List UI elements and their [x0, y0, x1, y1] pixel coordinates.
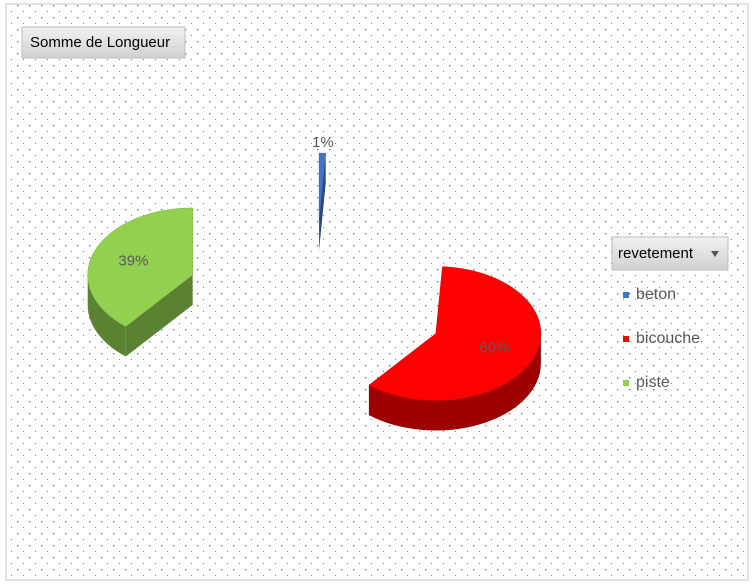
- slice: [318, 152, 326, 251]
- data-label: 60%: [479, 339, 509, 356]
- dropdown-arrow[interactable]: [711, 251, 719, 257]
- slice-side: [125, 274, 193, 357]
- slice-top: [318, 152, 326, 221]
- legend-label: bicouche: [636, 330, 700, 347]
- slice-top: [368, 266, 542, 401]
- legend-swatch: [623, 292, 629, 298]
- slice-wall: [87, 274, 126, 357]
- field-button-label[interactable]: Somme de Longueur: [30, 34, 170, 51]
- legend-swatch: [623, 336, 629, 342]
- data-label: 39%: [118, 252, 148, 269]
- legend-title-box[interactable]: [611, 236, 729, 271]
- legend-button[interactable]: revetement: [611, 236, 729, 271]
- field-button-box[interactable]: [21, 26, 186, 59]
- pie: 1% 60% 39%: [87, 134, 542, 431]
- legend-label: piste: [636, 374, 670, 391]
- slice: [87, 207, 193, 357]
- legend-label: beton: [636, 286, 676, 303]
- legend: beton bicouche piste: [623, 286, 700, 391]
- legend-title[interactable]: revetement: [618, 245, 694, 262]
- legend-swatch: [623, 380, 629, 386]
- slice: [368, 266, 542, 431]
- slice-wall: [368, 333, 541, 431]
- slice-top: [87, 207, 193, 327]
- data-label: 1%: [312, 134, 334, 151]
- slice-side: [319, 153, 326, 251]
- field-button[interactable]: Somme de Longueur: [21, 26, 186, 59]
